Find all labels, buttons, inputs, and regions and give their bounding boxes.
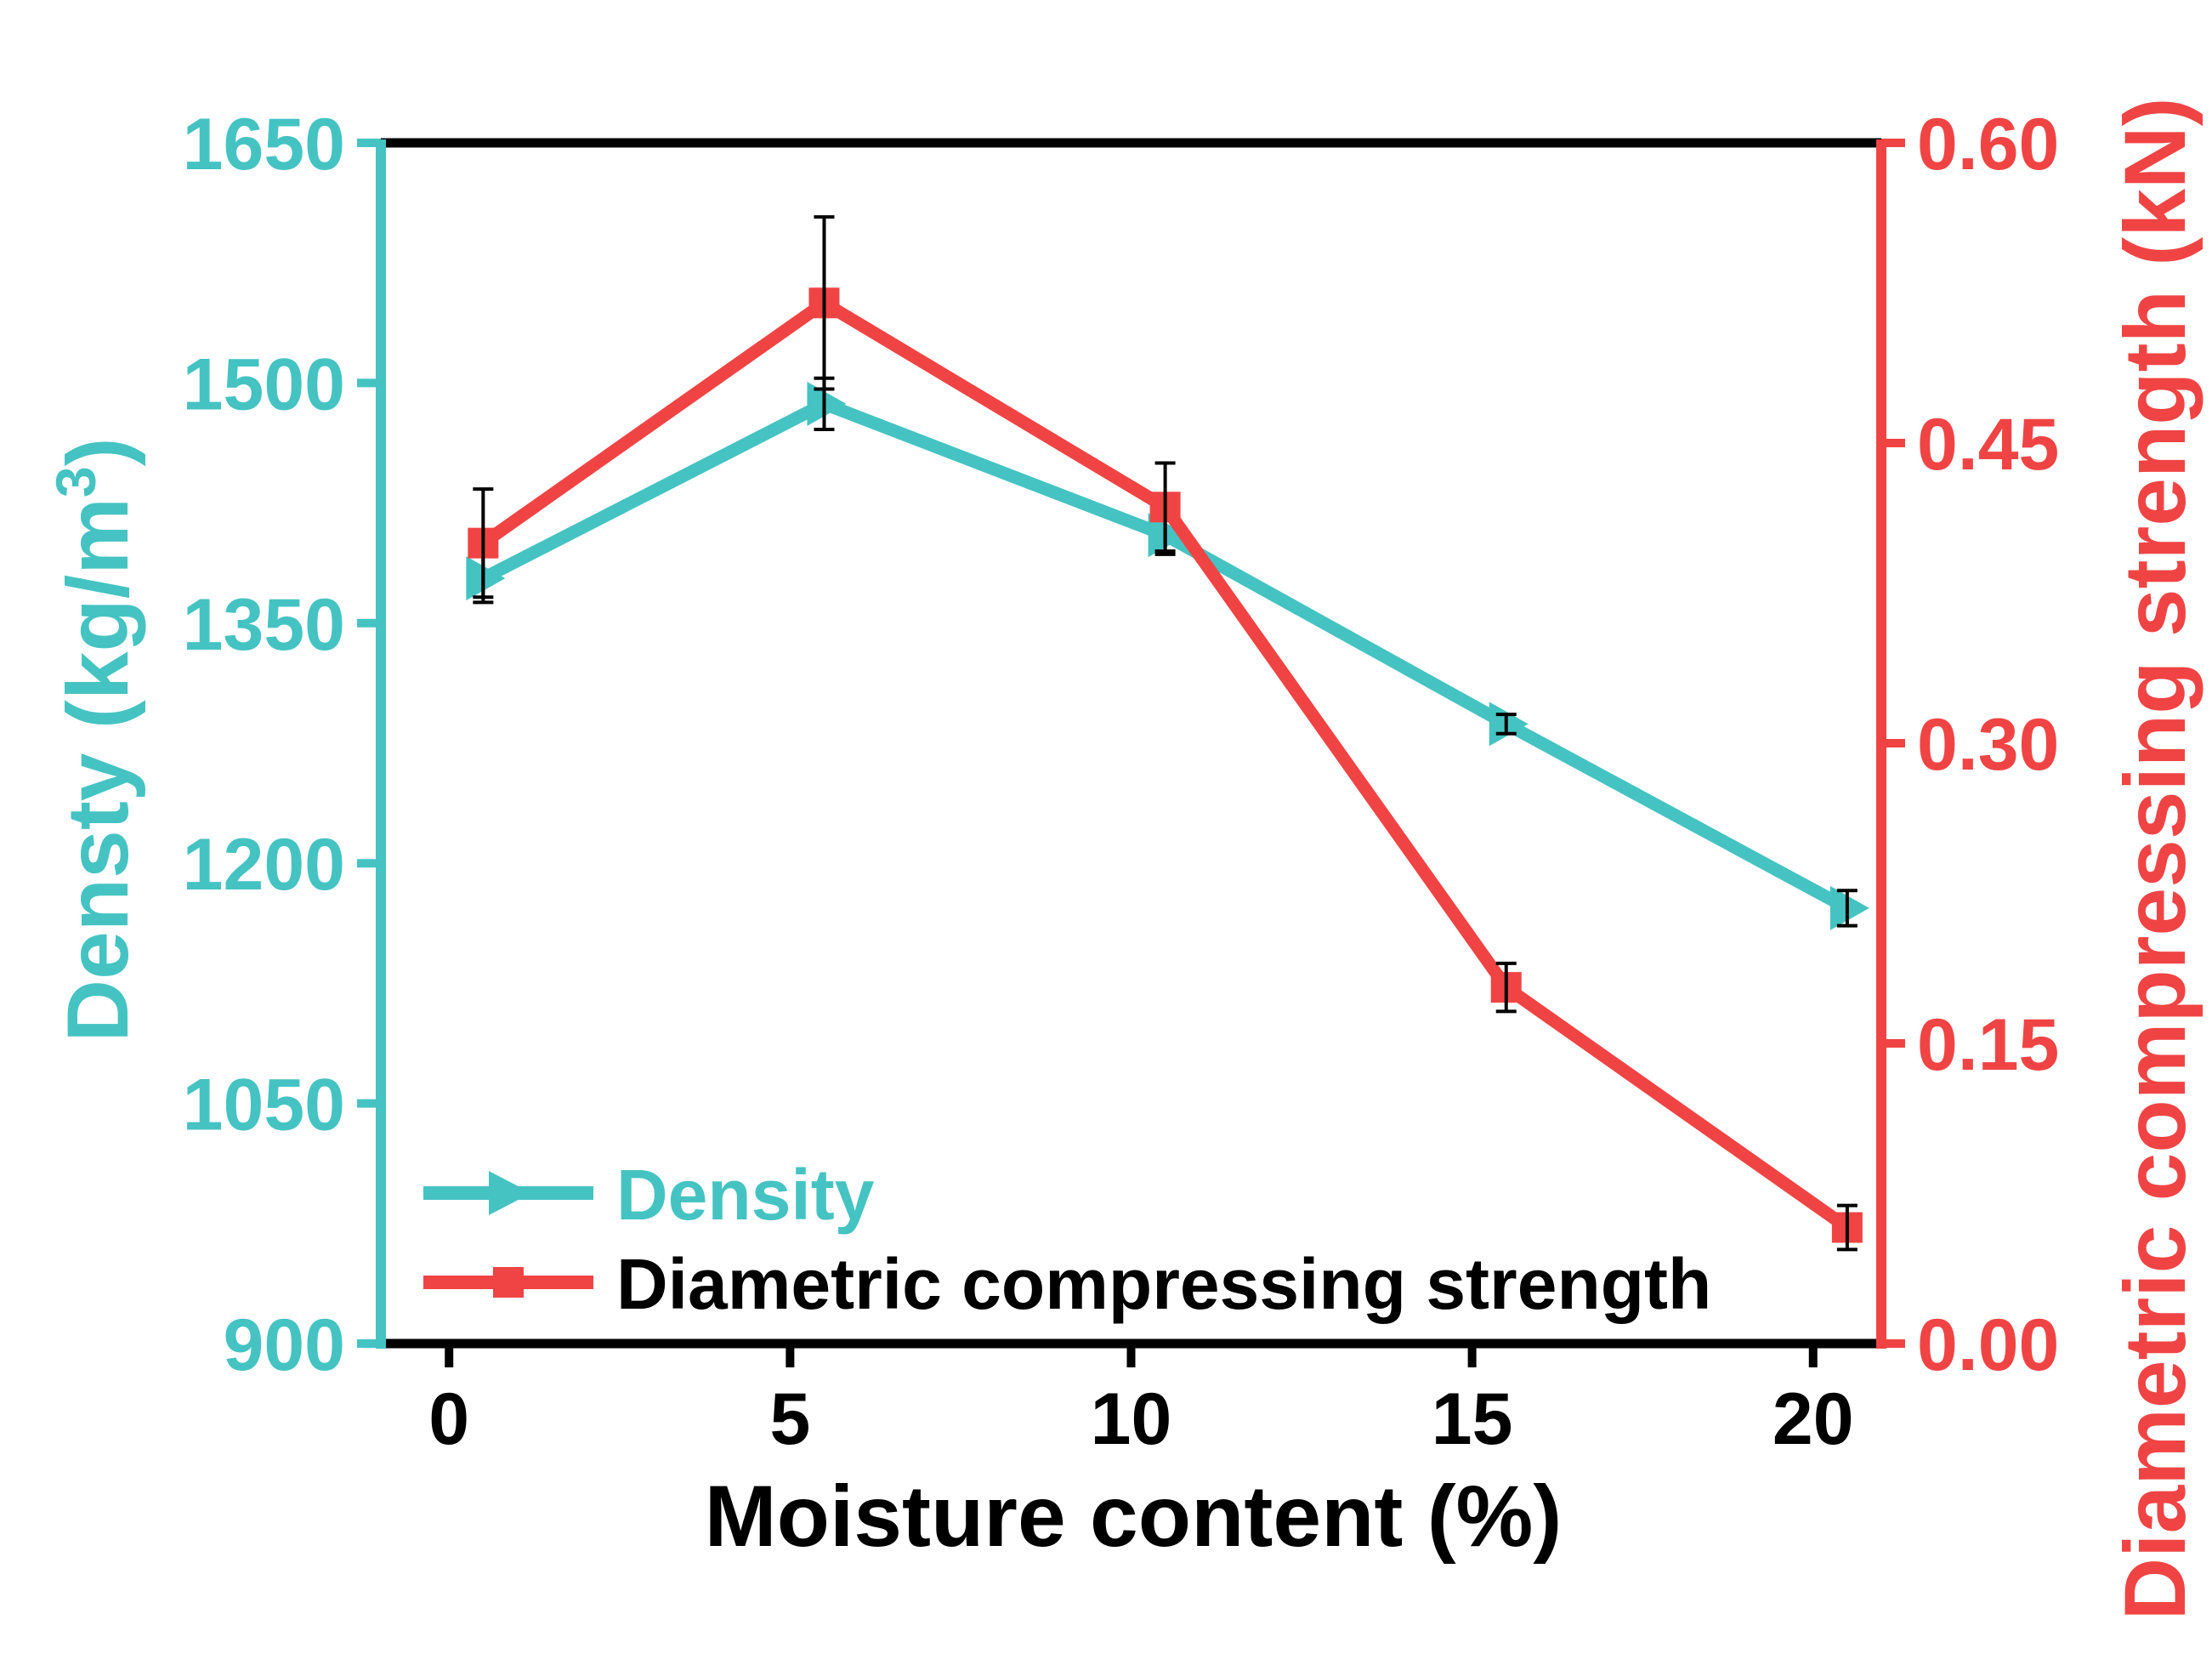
strength-series-line	[479, 295, 1852, 1233]
density-point	[466, 556, 506, 601]
legend-strength-label: Diametric compressing strength	[616, 1244, 1711, 1324]
y-left-tick-label: 1200	[183, 824, 345, 906]
x-axis-label: Moisture content (%)	[705, 1468, 1563, 1565]
y-left-tick-label: 1500	[183, 344, 345, 425]
y-axis-left-label: Densty (kg/m3)	[44, 437, 146, 1042]
ticks-layer: 0 5 10 15 20 900 1050 1200 1350 1500 1650 0.00 0.15 0…	[183, 104, 2060, 1460]
y-axis-right-label: Diametric compressing strength (kN)	[2107, 97, 2203, 1620]
x-tick-label: 20	[1772, 1378, 1854, 1460]
axes-layer	[376, 138, 1886, 1349]
x-tick-label: 10	[1091, 1378, 1172, 1460]
y-axis-left-label-main: Densty (kg/m	[49, 497, 146, 1043]
y-right-tick-label: 0.45	[1917, 404, 2059, 486]
y-axis-left-label-suffix: )	[49, 437, 146, 466]
y-left-tick-label: 1350	[183, 584, 345, 666]
series-layer	[466, 215, 1869, 1252]
density-point	[1148, 513, 1188, 558]
x-tick-label: 5	[769, 1378, 810, 1460]
density-point	[1829, 885, 1869, 930]
legend-density-marker	[489, 1171, 531, 1215]
legend: Density Diametric compressing strength	[423, 1155, 1711, 1324]
y-left-tick-label: 1050	[183, 1065, 345, 1146]
y-axis-left-label-superscript: 3	[44, 466, 107, 497]
y-right-tick-label: 0.30	[1917, 704, 2059, 786]
legend-density-label: Density	[616, 1155, 875, 1235]
y-left-tick-label: 900	[224, 1304, 346, 1386]
y-right-tick-label: 0.60	[1917, 104, 2059, 185]
density-point	[807, 381, 847, 426]
x-tick-label: 0	[428, 1378, 469, 1460]
legend-strength-marker	[493, 1267, 524, 1298]
x-tick-label: 15	[1432, 1378, 1513, 1460]
y-right-tick-label: 0.00	[1917, 1304, 2059, 1386]
y-right-tick-label: 0.15	[1917, 1004, 2059, 1086]
y-left-tick-label: 1650	[183, 104, 345, 185]
